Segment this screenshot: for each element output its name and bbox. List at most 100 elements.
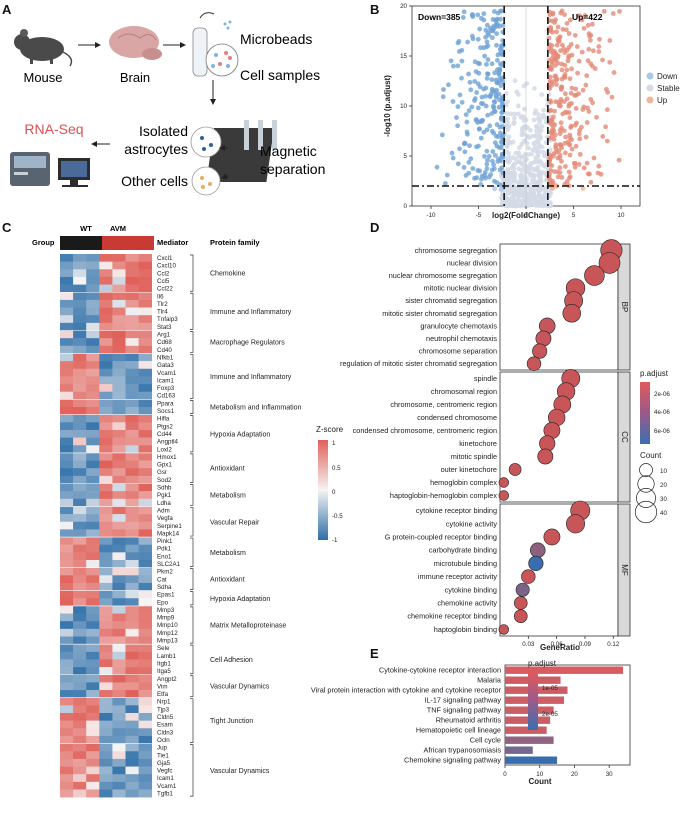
heatmap-cell [73,361,87,370]
volcano-point-up [577,136,583,142]
heatmap-cell [86,261,100,270]
rna-seq-label: RNA-Seq [24,121,83,137]
heatmap-cell [112,735,126,744]
heatmap-cell [99,307,113,316]
volcano-point-down [491,162,497,168]
barchart-padjust-title: p.adjust [528,659,557,668]
heatmap-cell [99,766,113,775]
volcano-point-stable [538,197,544,203]
heatmap-cell [73,720,87,729]
barchart-ptick-2: 2e-05 [542,711,558,718]
volcano-point-up [584,120,590,125]
volcano-point-stable [515,103,521,109]
heatmap-cell [125,307,139,316]
heatmap-cell [138,636,152,645]
volcano-point-up [603,124,608,130]
heatmap-cell [138,353,152,362]
heatmap-cell [73,667,87,676]
volcano-point-stable [516,145,522,151]
heatmap-cell [138,299,152,308]
panel-d-letter: D [370,220,379,235]
heatmap-cell [112,468,126,477]
volcano-point-down [479,119,484,125]
heatmap-cell [112,399,126,408]
heatmap-cell [60,598,74,607]
kegg-category-label: Cell cycle [470,736,501,745]
volcano-point-down [450,155,456,161]
astrocytes-label: astrocytes [124,141,188,157]
heatmap-cell [112,514,126,523]
volcano-point-down [487,123,493,129]
heatmap-cell [138,361,152,370]
volcano-point-stable [548,200,553,205]
volcano-ytick-label: 5 [404,153,408,160]
heatmap-cells [60,254,152,798]
heatmap-cell [60,758,74,767]
heatmap-cell [125,713,139,721]
heatmap-cell [73,284,87,293]
heatmap-cell [138,407,152,415]
volcano-point-down [479,173,485,179]
heatmap-cell [138,552,152,561]
heatmap-gene-label: Gsr [157,469,167,476]
heatmap-cell [60,338,74,347]
heatmap-gene-label: Socs1 [157,408,175,415]
volcano-point-up [589,63,595,69]
volcano-point-up [562,62,568,68]
volcano-point-up [562,91,568,97]
heatmap-cell [138,529,152,538]
heatmap-cell [138,384,152,392]
family-bracket [190,675,194,698]
heatmap-cell [112,491,126,500]
heatmap-cell [138,560,152,568]
heatmap-cell [125,284,139,293]
family-bracket [190,415,194,453]
heatmap-cell [99,667,113,676]
volcano-point-stable [513,150,519,156]
heatmap-cell [86,659,100,668]
heatmap-cell [125,537,139,545]
go-term-dot [515,582,530,597]
heatmap-cell [99,690,113,698]
volcano-point-down [490,27,496,33]
volcano-point-stable [532,196,537,201]
volcano-point-up [548,108,554,113]
microbeads-label: Microbeads [240,31,312,47]
heatmap-cell [73,751,87,760]
volcano-point-up [564,67,570,73]
heatmap-cell [112,789,126,798]
heatmap-cell [73,299,87,308]
heatmap-cell [60,628,74,637]
heatmap-cell [112,521,126,530]
heatmap-cell [112,751,126,760]
heatmap-cell [60,407,74,415]
go-term-dot [530,542,546,558]
volcano-point-up [611,70,617,75]
heatmap-cell [125,636,139,645]
heatmap-cell [60,292,74,301]
heatmap-cell [99,743,113,752]
facet-strip-mf [617,503,631,637]
heatmap-cell [86,735,100,744]
volcano-point-down [469,104,475,110]
volcano-point-stable [533,155,539,160]
heatmap-cell [60,353,74,362]
heatmap-cell [112,307,126,316]
volcano-point-up [557,131,563,137]
kegg-bar [505,736,554,744]
heatmap-cell [73,621,87,630]
heatmap-cell [86,284,100,293]
mediator-header: Mediator [157,238,188,247]
heatmap-cell [138,567,152,576]
zscore-tick-4: -0.5 [332,513,343,520]
volcano-point-down [472,78,478,84]
kegg-category-label: African trypanosomiasis [424,746,502,755]
zscore-title: Z-score [316,425,344,434]
kegg-category-label: Cytokine-cytokine receptor interaction [379,666,501,675]
heatmap-cell [99,491,113,500]
heatmap-cell [138,705,152,714]
brain-illustration [109,26,162,60]
volcano-point-down [483,93,489,99]
dotplot-ptick-3: 6e-06 [654,428,670,435]
heatmap-cell [125,338,139,347]
